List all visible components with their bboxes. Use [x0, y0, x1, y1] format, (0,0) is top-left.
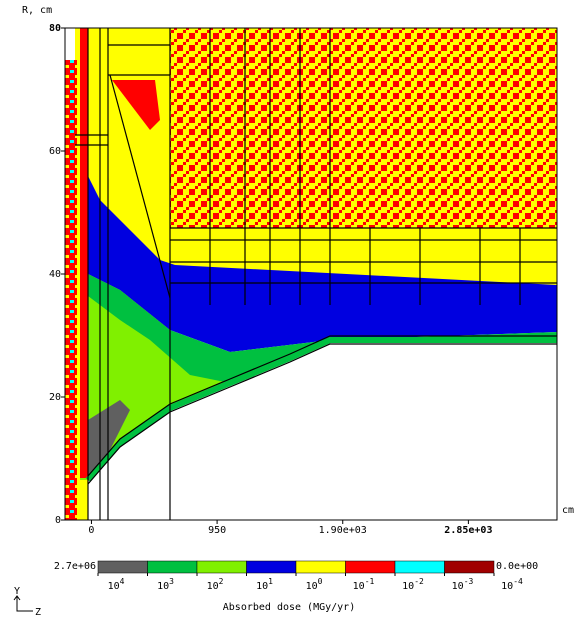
colorbar-max-label: 2.7e+06 [54, 561, 96, 572]
colorbar-tick-label: 104 [108, 577, 125, 593]
colorbar-segment [196, 560, 247, 574]
colorbar-tick-exponent: 1 [268, 577, 273, 586]
colorbar-tick-base: 10 [353, 581, 365, 592]
y-tick-label: 60 [49, 146, 61, 157]
colorbar-segment [444, 560, 495, 574]
colorbar-tick-base: 10 [452, 581, 464, 592]
colorbar-segment [147, 560, 198, 574]
colorbar-tick-label: 10-4 [501, 577, 523, 593]
y-tick-label: 40 [49, 269, 61, 280]
colorbar-tick-exponent: 4 [120, 577, 125, 586]
colorbar-tick-exponent: -2 [414, 577, 424, 586]
colorbar-tick-base: 10 [402, 581, 414, 592]
y-tick-label: 20 [49, 392, 61, 403]
x-tick-label: 2.85e+03 [444, 525, 492, 536]
colorbar-segment [345, 560, 396, 574]
colorbar-tick-label: 103 [157, 577, 174, 593]
colorbar-tick-exponent: 3 [169, 577, 174, 586]
colorbar-segment [246, 560, 297, 574]
colorbar-tick-base: 10 [157, 581, 169, 592]
colorbar-tick-base: 10 [306, 581, 318, 592]
axis-indicator-y: Y [14, 586, 20, 597]
colorbar-tick-base: 10 [207, 581, 219, 592]
axis-indicator-z: Z [35, 607, 41, 617]
x-tick-label: 0 [88, 525, 94, 536]
heatmap [65, 28, 557, 520]
colorbar-tick-base: 10 [108, 581, 120, 592]
colorbar-tick-label: 102 [207, 577, 224, 593]
y-axis-label: R, cm [22, 5, 52, 16]
colorbar-title: Absorbed dose (MGy/yr) [223, 602, 355, 613]
colorbar-segment [394, 560, 445, 574]
colorbar-tick-label: 10-3 [452, 577, 474, 593]
colorbar-tick-label: 100 [306, 577, 323, 593]
colorbar-tick-exponent: -1 [365, 577, 375, 586]
y-tick-label: 0 [55, 515, 61, 526]
colorbar-tick-label: 10-2 [402, 577, 424, 593]
colorbar-tick-exponent: -3 [464, 577, 474, 586]
x-tick-label: 1.90e+03 [319, 525, 367, 536]
colorbar-tick-exponent: 0 [318, 577, 323, 586]
colorbar-segment [295, 560, 346, 574]
colorbar-min-label: 0.0e+00 [496, 561, 538, 572]
x-axis-label: cm [562, 505, 574, 516]
colorbar-tick-label: 10-1 [353, 577, 375, 593]
colorbar-tick-base: 10 [501, 581, 513, 592]
y-tick-label: 80 [49, 23, 61, 34]
colorbar-tick-base: 10 [256, 581, 268, 592]
x-tick-label: 950 [208, 525, 226, 536]
colorbar-tick-exponent: 2 [219, 577, 224, 586]
colorbar-tick-label: 101 [256, 577, 273, 593]
axis-indicator-arrow [13, 595, 33, 612]
colorbar-segment [97, 560, 148, 574]
colorbar-tick-exponent: -4 [513, 577, 523, 586]
